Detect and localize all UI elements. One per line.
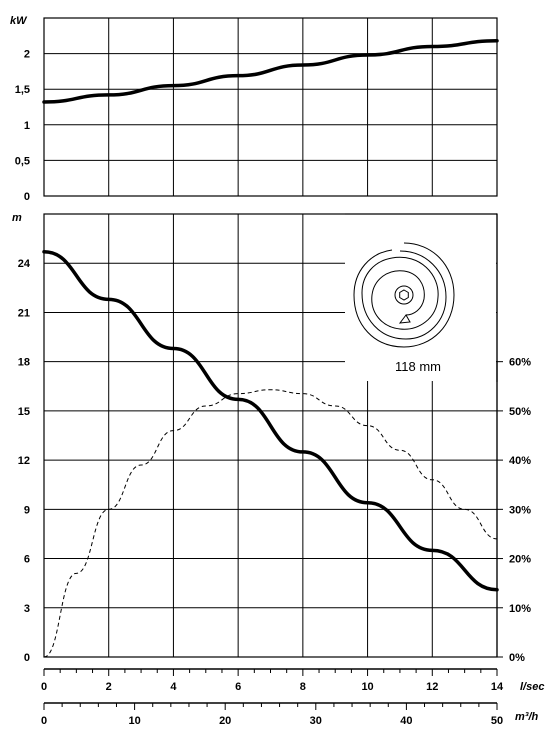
efficiency-curve xyxy=(43,389,498,658)
head-y-tick-label: 3 xyxy=(24,603,30,615)
impeller-diameter-label: 118 mm xyxy=(395,359,441,374)
head-y-tick-label: 0 xyxy=(24,652,30,664)
x-axis-m3h-tick-label: 0 xyxy=(41,715,47,727)
head-y-tick-label: 24 xyxy=(18,258,31,270)
power-y-tick-label: 1,5 xyxy=(15,84,30,96)
efficiency-tick-label: 60% xyxy=(509,357,531,369)
efficiency-tick-label: 30% xyxy=(509,504,531,516)
efficiency-tick-label: 0% xyxy=(509,652,525,664)
head-y-tick-label: 6 xyxy=(24,554,30,566)
head-axis-unit: m xyxy=(12,212,22,224)
power-y-tick-label: 1 xyxy=(24,120,30,132)
impeller-inset-background xyxy=(345,213,496,381)
x-axis-lsec-tick-label: 2 xyxy=(106,681,112,693)
power-y-tick-label: 0,5 xyxy=(15,155,30,167)
x-axis-m3h-tick-label: 50 xyxy=(491,715,503,727)
x-axis-lsec-tick-label: 14 xyxy=(491,681,504,693)
efficiency-tick-label: 50% xyxy=(509,406,531,418)
x-axis-m3h-tick-label: 10 xyxy=(128,715,140,727)
power-y-tick-label: 0 xyxy=(24,191,30,203)
power-curve xyxy=(42,39,499,104)
x-axis-lsec-unit: l/sec xyxy=(520,681,544,693)
x-axis-m3h-ticks: 0 10 20 30 40 50 xyxy=(41,703,503,727)
head-y-tick-label: 9 xyxy=(24,504,30,516)
x-axis-m3h: 0 10 20 30 40 50 m³/h xyxy=(41,702,539,727)
x-axis-lsec-ticks: 0 2 4 6 8 10 12 14 xyxy=(41,669,504,693)
efficiency-tick-label: 10% xyxy=(509,603,531,615)
x-axis-m3h-unit: m³/h xyxy=(515,711,539,723)
x-axis-m3h-tick-label: 40 xyxy=(400,715,412,727)
power-axis-unit: kW xyxy=(10,15,28,27)
power-panel-frame xyxy=(43,17,498,197)
x-axis-lsec-tick-label: 10 xyxy=(361,681,373,693)
head-curve xyxy=(42,249,499,592)
power-y-tick-label: 2 xyxy=(24,49,30,61)
x-axis-m3h-tick-label: 20 xyxy=(219,715,231,727)
x-axis-lsec-tick-label: 4 xyxy=(170,681,177,693)
head-y-tick-label: 12 xyxy=(18,455,30,467)
power-y-axis: 0 0,5 1 1,5 2 xyxy=(15,49,30,203)
x-axis-lsec-tick-label: 6 xyxy=(235,681,241,693)
impeller-inset: 118 mm xyxy=(345,213,498,382)
efficiency-tick-label: 20% xyxy=(509,554,531,566)
efficiency-tick-label: 40% xyxy=(509,455,531,467)
efficiency-y-axis: 0% 10% 20% 30% 40% 50% 60% xyxy=(496,357,531,664)
head-y-tick-label: 21 xyxy=(18,307,30,319)
x-axis-lsec-tick-label: 8 xyxy=(300,681,306,693)
head-y-tick-label: 15 xyxy=(18,406,30,418)
x-axis-m3h-tick-label: 30 xyxy=(310,715,322,727)
impeller-icon xyxy=(353,242,455,348)
x-axis-lsec-tick-label: 0 xyxy=(41,681,47,693)
x-axis-lsec-tick-label: 12 xyxy=(426,681,438,693)
head-panel: 0 3 6 9 12 15 18 21 24 0% 10% 20% 30% 40% 50% 60% m 11… xyxy=(12,212,531,664)
power-panel: 0 0,5 1 1,5 2 kW xyxy=(10,15,499,203)
head-y-tick-label: 18 xyxy=(18,357,30,369)
power-grid xyxy=(43,18,498,197)
head-y-axis: 0 3 6 9 12 15 18 21 24 xyxy=(18,258,31,664)
x-axis-lsec: 0 2 4 6 8 10 12 14 l/sec xyxy=(41,668,544,693)
